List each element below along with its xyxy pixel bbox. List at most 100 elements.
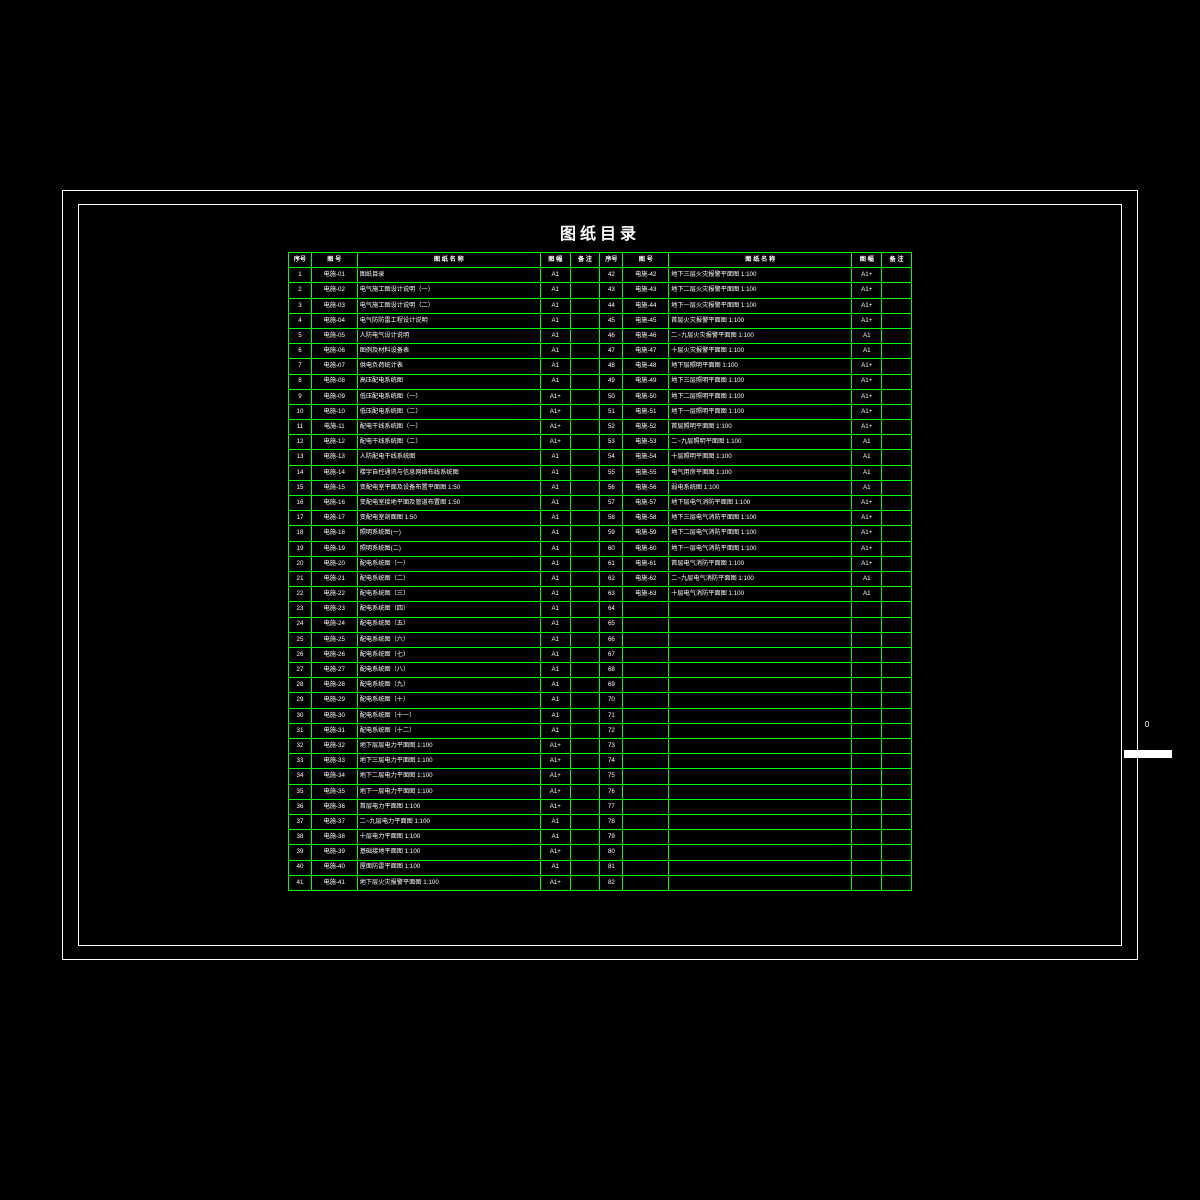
- table-cell: [570, 465, 600, 480]
- table-cell: A1: [540, 647, 570, 662]
- table-cell: A1+: [852, 541, 882, 556]
- table-row: 21电施-21配电系统图（二）A162电施-62二~九层电气消防平面图 1:10…: [289, 571, 912, 586]
- table-cell: 电施-10: [311, 404, 357, 419]
- table-cell: 43: [600, 283, 623, 298]
- table-cell: [570, 617, 600, 632]
- table-cell: [669, 830, 852, 845]
- table-cell: 22: [289, 587, 312, 602]
- table-cell: 电施-26: [311, 647, 357, 662]
- table-cell: 低压配电系统图（二）: [357, 404, 540, 419]
- table-cell: A1+: [540, 769, 570, 784]
- table-cell: A1+: [540, 799, 570, 814]
- table-cell: 十层电气消防平面图 1:100: [669, 587, 852, 602]
- table-cell: 配电干线系统图（二）: [357, 435, 540, 450]
- table-cell: [852, 647, 882, 662]
- table-cell: 楼宇自控通讯与信息网络布线系统图: [357, 465, 540, 480]
- table-cell: 地下层层电力平面图 1:100: [357, 739, 540, 754]
- table-cell: 10: [289, 404, 312, 419]
- table-cell: 19: [289, 541, 312, 556]
- table-cell: 16: [289, 496, 312, 511]
- table-cell: [570, 799, 600, 814]
- table-cell: 电施-43: [623, 283, 669, 298]
- table-cell: 高压配电系统图: [357, 374, 540, 389]
- table-cell: 59: [600, 526, 623, 541]
- table-cell: [882, 313, 912, 328]
- table-cell: 47: [600, 344, 623, 359]
- table-row: 20电施-20配电系统图（一）A161电施-61首层电气消防平面图 1:100A…: [289, 556, 912, 571]
- table-row: 22电施-22配电系统图（三）A163电施-63十层电气消防平面图 1:100A…: [289, 587, 912, 602]
- table-cell: [852, 769, 882, 784]
- table-cell: [882, 602, 912, 617]
- table-cell: 配电系统图（八）: [357, 663, 540, 678]
- table-cell: 46: [600, 328, 623, 343]
- table-cell: 电施-14: [311, 465, 357, 480]
- table-row: 23电施-23配电系统图（四）A164: [289, 602, 912, 617]
- table-cell: 地下三层火灾报警平面图 1:100: [669, 268, 852, 283]
- table-cell: [623, 739, 669, 754]
- table-cell: 电施-07: [311, 359, 357, 374]
- table-cell: 基础接地平面图 1:100: [357, 845, 540, 860]
- table-cell: 80: [600, 845, 623, 860]
- table-cell: [570, 283, 600, 298]
- table-cell: 电施-36: [311, 799, 357, 814]
- table-cell: A1: [540, 860, 570, 875]
- table-cell: A1+: [540, 420, 570, 435]
- table-cell: [882, 465, 912, 480]
- table-cell: [882, 647, 912, 662]
- col-bz2: 备 注: [882, 253, 912, 268]
- table-row: 28电施-28配电系统图（九）A169: [289, 678, 912, 693]
- table-cell: 电施-62: [623, 571, 669, 586]
- table-cell: [882, 420, 912, 435]
- table-cell: [882, 784, 912, 799]
- table-cell: [570, 754, 600, 769]
- table-cell: A1+: [540, 754, 570, 769]
- table-cell: 69: [600, 678, 623, 693]
- table-cell: [882, 511, 912, 526]
- table-cell: [669, 708, 852, 723]
- table-cell: 电施-29: [311, 693, 357, 708]
- table-cell: A1: [540, 571, 570, 586]
- table-cell: 电施-03: [311, 298, 357, 313]
- table-cell: 配电系统图（十二）: [357, 723, 540, 738]
- table-cell: 配电系统图（六）: [357, 632, 540, 647]
- table-cell: 电气施工图设计说明（一）: [357, 283, 540, 298]
- table-cell: 36: [289, 799, 312, 814]
- page-title: 图纸目录: [0, 220, 1200, 244]
- table-cell: [669, 617, 852, 632]
- table-cell: [570, 480, 600, 495]
- table-cell: A1: [540, 526, 570, 541]
- table-cell: 地下一层火灾报警平面图 1:100: [669, 298, 852, 313]
- table-cell: [570, 602, 600, 617]
- table-cell: [669, 860, 852, 875]
- table-cell: A1: [540, 541, 570, 556]
- col-mc2: 图 纸 名 称: [669, 253, 852, 268]
- table-cell: 电施-35: [311, 784, 357, 799]
- table-cell: A1: [540, 328, 570, 343]
- table-cell: [570, 404, 600, 419]
- table-cell: [570, 420, 600, 435]
- table-cell: A1: [852, 435, 882, 450]
- table-cell: A1: [540, 556, 570, 571]
- table-cell: 70: [600, 693, 623, 708]
- table-cell: 配电系统图（五）: [357, 617, 540, 632]
- table-cell: 配电系统图（十）: [357, 693, 540, 708]
- table-cell: [570, 556, 600, 571]
- table-cell: 电施-02: [311, 283, 357, 298]
- table-cell: 73: [600, 739, 623, 754]
- table-cell: [882, 708, 912, 723]
- table-cell: 电施-08: [311, 374, 357, 389]
- table-cell: 56: [600, 480, 623, 495]
- table-cell: [570, 860, 600, 875]
- table-cell: [882, 359, 912, 374]
- table-cell: 17: [289, 511, 312, 526]
- table-cell: A1: [852, 480, 882, 495]
- table-cell: 电施-53: [623, 435, 669, 450]
- table-cell: [852, 617, 882, 632]
- table-cell: [623, 632, 669, 647]
- table-cell: [882, 663, 912, 678]
- table-cell: [882, 754, 912, 769]
- table-cell: 电施-39: [311, 845, 357, 860]
- table-cell: 39: [289, 845, 312, 860]
- table-cell: [882, 632, 912, 647]
- table-cell: 首层电力平面图 1:100: [357, 799, 540, 814]
